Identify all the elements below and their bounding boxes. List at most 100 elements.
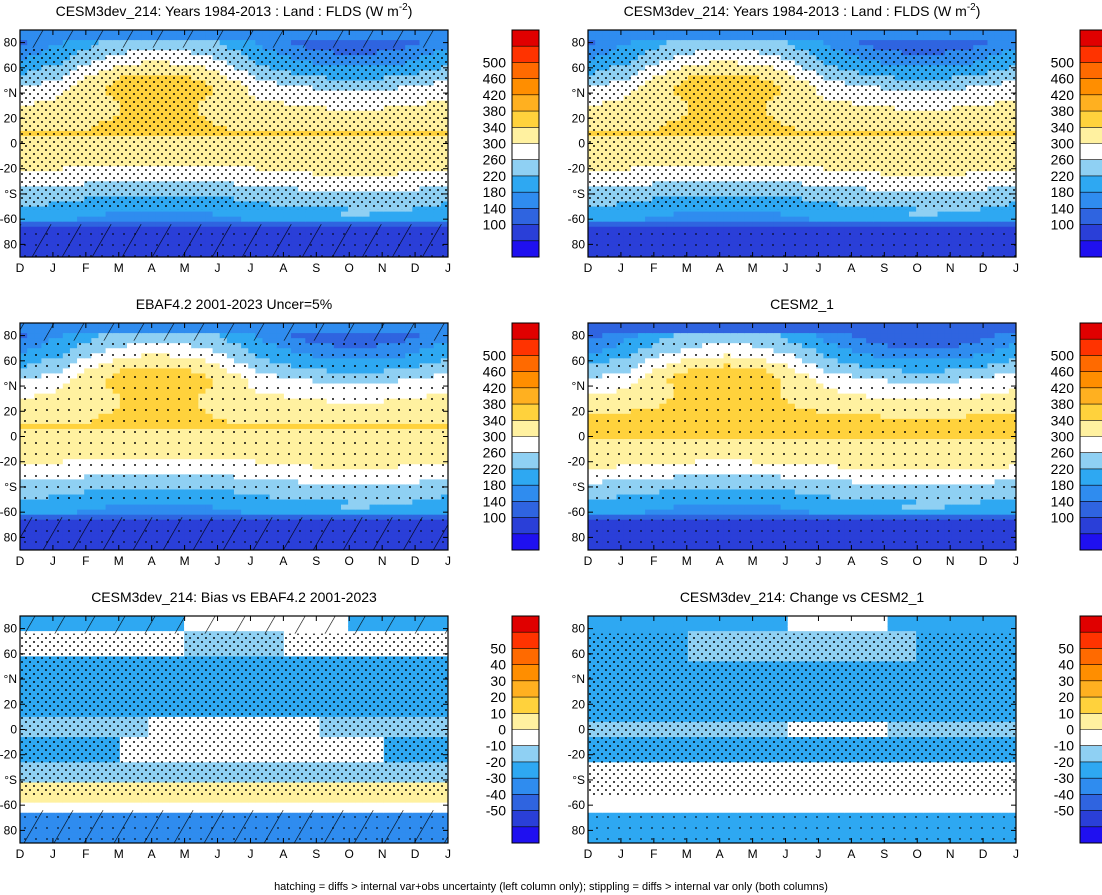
heatmap-cell [894, 35, 903, 41]
colorbar-label: 300 [483, 136, 507, 152]
heatmap-cell [419, 216, 428, 223]
heatmap-cell [262, 206, 271, 213]
heatmap-cell [823, 30, 832, 36]
heatmap-cell [737, 206, 746, 213]
heatmap-cell [702, 35, 710, 41]
heatmap-cell [312, 211, 321, 218]
heatmap-cell [319, 211, 328, 218]
heatmap-cell [909, 35, 917, 41]
heatmap-cell [837, 211, 846, 218]
colorbar-label: 460 [483, 71, 507, 87]
heatmap-cell [595, 35, 603, 41]
heatmap-cell [226, 216, 235, 223]
heatmap-cell [405, 211, 413, 218]
colorbar-swatch [512, 175, 539, 193]
heatmap-cell [695, 211, 703, 218]
colorbar-swatch [512, 208, 539, 225]
heatmap-cell [666, 40, 675, 46]
y-tick-label: 0 [10, 137, 17, 151]
heatmap-cell [169, 211, 178, 218]
heatmap-cell [419, 211, 428, 218]
heatmap-cell [673, 35, 682, 41]
heatmap-cell [426, 211, 435, 218]
heatmap-cell [709, 216, 717, 223]
heatmap-cell [809, 211, 817, 218]
heatmap-cell [27, 211, 35, 218]
heatmap-cell [680, 40, 689, 46]
heatmap-cell [780, 35, 789, 41]
heatmap-cell [923, 216, 931, 223]
heatmap-cell [269, 216, 278, 223]
colorbar-swatch [512, 46, 539, 63]
heatmap-cell [916, 211, 924, 218]
heatmap-cell [773, 35, 782, 41]
heatmap-cell [730, 40, 739, 46]
heatmap-cell [716, 216, 725, 223]
panel-title-superscript: -2 [399, 2, 408, 13]
heatmap-cell [873, 30, 882, 36]
heatmap-cell [62, 206, 71, 213]
heatmap-cell [48, 216, 57, 223]
heatmap-cell [305, 216, 314, 223]
heatmap-cell [645, 216, 653, 223]
heatmap-cell [326, 211, 335, 218]
heatmap-cell [276, 206, 285, 213]
heatmap-cell [844, 30, 853, 36]
heatmap-cell [830, 35, 839, 41]
heatmap-cell [426, 216, 435, 223]
heatmap-cell [680, 206, 689, 213]
heatmap-cell [105, 216, 114, 223]
heatmap-cell [588, 30, 596, 36]
heatmap-cell [616, 206, 625, 213]
heatmap-cell [162, 211, 171, 218]
heatmap-cell [687, 30, 696, 36]
heatmap-cell [759, 30, 767, 36]
panel-title-close: ) [976, 3, 981, 19]
heatmap-cell [844, 35, 853, 41]
heatmap-cell [680, 35, 689, 41]
heatmap-cell [802, 30, 810, 36]
heatmap-cell [84, 211, 92, 218]
heatmap-cell [630, 206, 639, 213]
panel-title-close: ) [408, 3, 413, 19]
heatmap-cell [616, 216, 625, 223]
heatmap-cell [809, 216, 817, 223]
heatmap-cell [234, 211, 242, 218]
heatmap-cell [687, 216, 696, 223]
heatmap-cell [859, 216, 867, 223]
heatmap-cell [426, 206, 435, 213]
heatmap-cell [909, 40, 917, 46]
heatmap-cell [880, 216, 889, 223]
heatmap-cell [930, 35, 939, 41]
heatmap-cell [341, 211, 349, 218]
heatmap-cell [362, 211, 371, 218]
heatmap-cell [809, 40, 817, 46]
heatmap-cell [752, 206, 760, 213]
heatmap-cell [84, 206, 92, 213]
heatmap-cell [866, 216, 874, 223]
heatmap-cell [91, 206, 100, 213]
heatmap-cell [766, 30, 775, 36]
heatmap-cell [20, 211, 28, 218]
heatmap-cell [91, 216, 100, 223]
heatmap-cell [737, 211, 746, 218]
x-tick-label: J [215, 261, 221, 275]
heatmap-cell [659, 30, 668, 36]
heatmap-cell [873, 40, 882, 46]
heatmap-cell [909, 206, 917, 213]
heatmap-cell [802, 35, 810, 41]
heatmap-cell [894, 206, 903, 213]
heatmap-cell [695, 35, 703, 41]
heatmap-cell [595, 216, 603, 223]
panel-2: CESM3dev_214: Years 1984-2013 : Land : F… [568, 2, 1102, 275]
colorbar-label: 380 [483, 103, 507, 119]
y-tick-label: °S [4, 187, 17, 201]
heatmap-cell [41, 216, 50, 223]
heatmap-cell [134, 211, 142, 218]
heatmap-cell [859, 211, 867, 218]
colorbar-label: 500 [483, 54, 507, 70]
heatmap-cell [405, 216, 413, 223]
heatmap-cell [830, 216, 839, 223]
heatmap-cell [623, 40, 632, 46]
heatmap-cell [866, 30, 874, 36]
